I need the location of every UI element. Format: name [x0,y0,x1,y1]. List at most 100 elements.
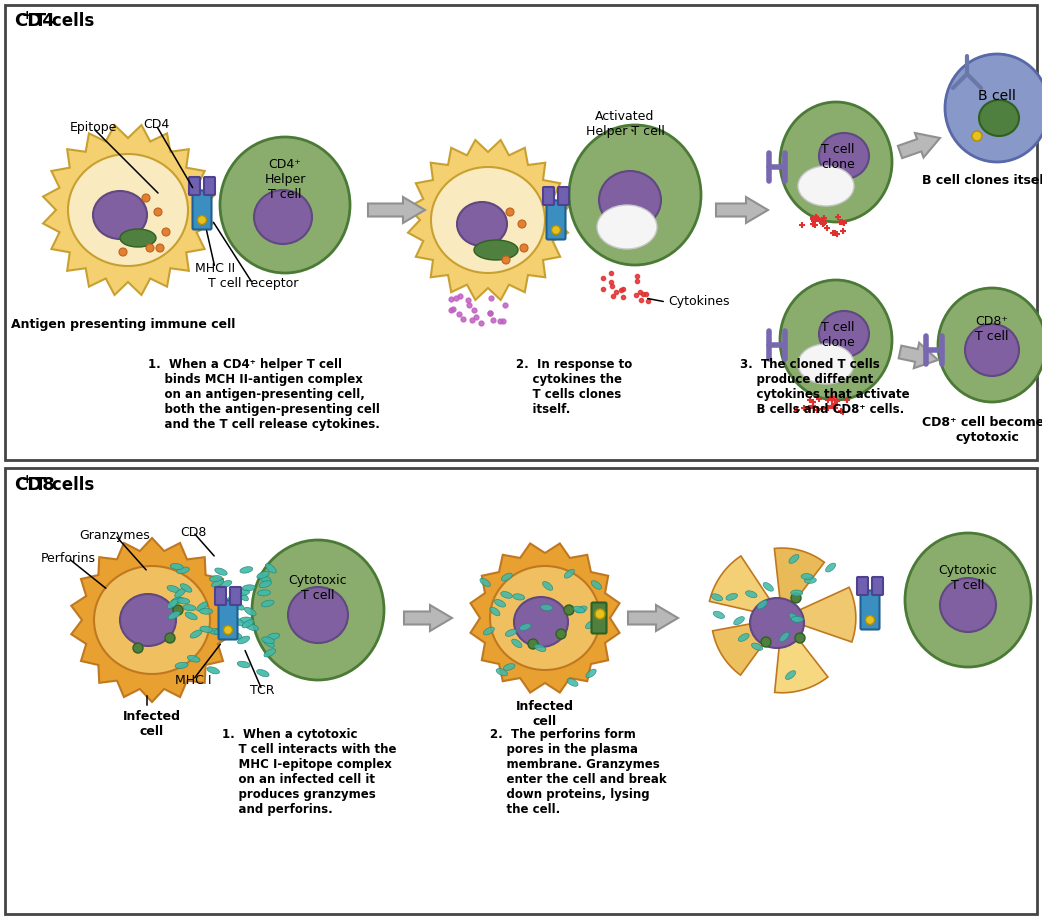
Text: CD8⁺ cell becomes
cytotoxic: CD8⁺ cell becomes cytotoxic [922,416,1042,444]
Ellipse shape [212,579,224,587]
Ellipse shape [798,344,854,384]
FancyBboxPatch shape [592,603,606,633]
Text: CD8: CD8 [180,526,206,539]
Ellipse shape [495,599,505,607]
Circle shape [154,208,162,216]
FancyBboxPatch shape [872,577,883,595]
Ellipse shape [175,663,188,668]
Ellipse shape [259,581,272,587]
Text: Cytotoxic
T cell: Cytotoxic T cell [289,574,347,602]
Text: B cell clones itself: B cell clones itself [921,174,1042,187]
Ellipse shape [519,624,531,630]
Circle shape [165,633,175,643]
Text: Epitope: Epitope [70,121,117,134]
Ellipse shape [543,582,552,590]
Ellipse shape [905,533,1031,667]
Ellipse shape [512,639,522,648]
Ellipse shape [565,569,574,578]
Ellipse shape [240,567,253,573]
Ellipse shape [541,605,552,610]
Ellipse shape [739,633,749,641]
Ellipse shape [243,584,255,591]
Text: MHC I: MHC I [175,674,212,686]
Circle shape [119,248,127,256]
Ellipse shape [514,597,568,647]
Ellipse shape [798,166,854,206]
FancyBboxPatch shape [189,177,200,195]
Text: 1.  When a CD4⁺ helper T cell
    binds MCH II-antigen complex
    on an antigen: 1. When a CD4⁺ helper T cell binds MCH I… [148,358,380,431]
Ellipse shape [940,578,996,632]
Ellipse shape [200,626,213,632]
Ellipse shape [232,618,244,626]
Ellipse shape [726,594,738,600]
Text: Cytokines: Cytokines [668,296,729,309]
Circle shape [795,633,805,643]
Circle shape [173,605,183,615]
Polygon shape [470,543,620,693]
Circle shape [506,208,514,216]
Ellipse shape [232,602,244,610]
Ellipse shape [224,599,235,608]
Circle shape [551,225,561,234]
Ellipse shape [288,587,348,643]
Text: T cell
clone: T cell clone [821,143,854,171]
Circle shape [556,629,566,639]
Ellipse shape [751,643,763,651]
Ellipse shape [215,568,227,575]
Ellipse shape [819,133,869,179]
Ellipse shape [758,600,767,609]
Polygon shape [774,548,824,618]
Ellipse shape [188,655,200,663]
Ellipse shape [750,598,804,648]
Polygon shape [404,605,452,631]
Text: Activated
Helper T cell: Activated Helper T cell [586,110,665,138]
Ellipse shape [225,596,237,604]
Polygon shape [71,538,232,702]
FancyBboxPatch shape [215,587,226,605]
Ellipse shape [535,644,546,652]
Ellipse shape [573,607,585,613]
Ellipse shape [801,573,813,580]
Circle shape [866,616,874,625]
Ellipse shape [786,671,796,679]
Polygon shape [898,133,940,158]
Ellipse shape [938,288,1042,402]
Ellipse shape [220,137,350,273]
Ellipse shape [180,584,192,592]
Text: 2.  The perforins form
    pores in the plasma
    membrane. Granzymes
    enter: 2. The perforins form pores in the plasm… [490,728,667,816]
FancyBboxPatch shape [230,587,241,605]
Ellipse shape [94,566,210,674]
FancyBboxPatch shape [5,5,1037,460]
Ellipse shape [200,608,213,614]
Ellipse shape [238,662,250,667]
Ellipse shape [168,611,180,619]
Ellipse shape [591,581,601,589]
Ellipse shape [791,617,803,622]
Ellipse shape [190,630,202,638]
Ellipse shape [256,670,269,676]
Circle shape [564,605,574,615]
FancyBboxPatch shape [193,190,212,230]
Polygon shape [628,605,678,631]
Ellipse shape [185,612,197,619]
Text: Cytotoxic
T cell: Cytotoxic T cell [939,564,997,592]
Ellipse shape [183,605,196,611]
Ellipse shape [177,567,190,573]
Polygon shape [713,618,782,675]
Ellipse shape [242,619,254,628]
Circle shape [142,194,150,202]
Ellipse shape [819,311,869,357]
Ellipse shape [513,594,525,600]
Ellipse shape [490,607,500,616]
Text: MHC II: MHC II [195,262,235,275]
Ellipse shape [431,167,545,273]
Polygon shape [368,197,425,223]
Circle shape [198,215,206,224]
FancyBboxPatch shape [546,200,566,240]
FancyBboxPatch shape [543,187,554,205]
Ellipse shape [256,572,269,579]
Text: CD4: CD4 [14,12,55,30]
Text: T cells: T cells [29,476,95,494]
Ellipse shape [745,591,758,597]
Ellipse shape [207,667,220,674]
